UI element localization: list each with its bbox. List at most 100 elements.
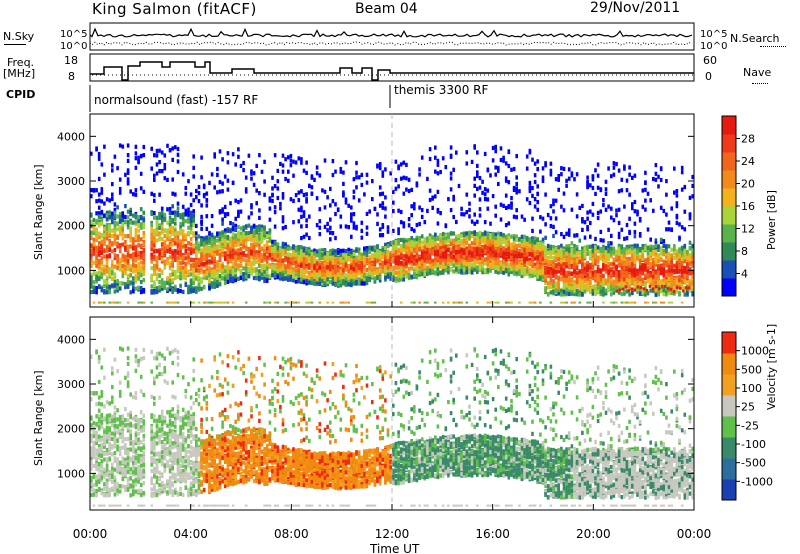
power-cell	[103, 172, 106, 177]
power-cell	[250, 229, 253, 234]
power-cell	[153, 173, 156, 178]
power-cell	[392, 266, 395, 272]
power-cell	[223, 242, 227, 247]
power-cell	[97, 272, 101, 277]
power-cell	[350, 269, 353, 275]
power-cell	[281, 163, 285, 168]
power-cell	[189, 258, 193, 263]
power-cell	[163, 260, 167, 265]
power-cell	[478, 242, 482, 247]
power-cell	[449, 241, 453, 247]
power-cell	[310, 272, 314, 277]
power-cell	[237, 154, 240, 159]
power-cell	[292, 256, 295, 261]
power-cell	[176, 274, 180, 280]
power-cell	[132, 220, 135, 225]
power-cell	[397, 239, 400, 244]
power-cell	[189, 192, 193, 197]
power-cell	[142, 144, 146, 150]
power-cell	[355, 248, 358, 253]
power-cell	[326, 272, 329, 277]
power-cell	[344, 249, 348, 254]
power-cell	[252, 267, 256, 272]
power-cell	[281, 249, 285, 254]
power-cell	[265, 242, 269, 247]
power-cell	[339, 214, 343, 219]
power-cell	[281, 276, 285, 282]
power-cell	[410, 187, 413, 192]
power-cell	[263, 192, 266, 197]
power-cell	[192, 263, 195, 268]
power-cell	[281, 195, 285, 200]
power-cell	[92, 222, 96, 227]
power-cell	[360, 172, 364, 177]
power-cell	[179, 283, 182, 288]
power-cell	[465, 150, 469, 155]
power-cell	[90, 284, 93, 289]
power-cell	[494, 235, 497, 241]
power-cell	[153, 249, 156, 254]
power-cell	[284, 245, 287, 250]
power-cell	[447, 248, 450, 253]
power-cell	[344, 256, 348, 261]
power-cell	[129, 267, 132, 273]
power-cell	[302, 280, 306, 285]
power-cell	[202, 301, 206, 304]
power-cell	[423, 262, 427, 267]
cpid-panel: normalsound (fast) -157 RF themis 3300 R…	[89, 83, 488, 112]
power-cell	[486, 243, 490, 248]
noise-panel: 10^5 10^0 10^5 10^0	[60, 22, 727, 52]
power-cell	[97, 198, 101, 203]
power-cell	[213, 264, 216, 269]
power-cell	[355, 266, 358, 271]
power-cell	[426, 240, 429, 246]
power-cell	[197, 199, 201, 204]
power-cell	[397, 249, 400, 254]
power-cell	[302, 234, 306, 239]
power-cell	[237, 242, 240, 247]
power-cell	[449, 254, 453, 259]
power-cell	[176, 146, 180, 152]
power-cell	[90, 256, 93, 261]
power-cell	[163, 153, 167, 158]
power-cell	[205, 191, 209, 196]
power-cell	[423, 251, 427, 256]
power-cell	[155, 162, 159, 167]
power-cell	[174, 241, 177, 246]
power-cell	[355, 175, 358, 180]
power-cell	[158, 225, 161, 230]
power-cell	[179, 221, 182, 226]
power-cell	[231, 261, 235, 267]
power-cell	[284, 265, 287, 270]
power-cell	[389, 171, 392, 176]
power-cell	[174, 234, 177, 239]
power-cell	[476, 163, 479, 168]
power-cell	[491, 253, 495, 258]
power-cell	[476, 253, 479, 258]
power-cell	[413, 247, 416, 252]
power-cell	[116, 265, 119, 270]
power-cell	[95, 218, 98, 224]
power-cell	[420, 214, 424, 219]
power-cell	[481, 246, 484, 251]
power-cell	[226, 243, 230, 248]
power-cell	[473, 253, 476, 258]
power-cell	[281, 192, 285, 197]
power-cell	[444, 252, 448, 257]
power-cell	[150, 166, 153, 171]
power-cell	[344, 301, 348, 304]
power-cell	[394, 178, 398, 183]
power-cell	[263, 254, 266, 259]
power-cell	[289, 153, 293, 159]
power-cell	[279, 267, 282, 272]
power-cell	[462, 248, 466, 253]
power-cell	[139, 207, 143, 212]
power-cell	[355, 280, 358, 285]
power-cell	[336, 282, 340, 287]
power-cell	[155, 286, 159, 291]
power-cell	[300, 189, 303, 194]
power-cell	[250, 171, 253, 176]
power-cell	[415, 241, 419, 246]
power-cell	[289, 163, 293, 168]
power-cell	[210, 234, 214, 239]
